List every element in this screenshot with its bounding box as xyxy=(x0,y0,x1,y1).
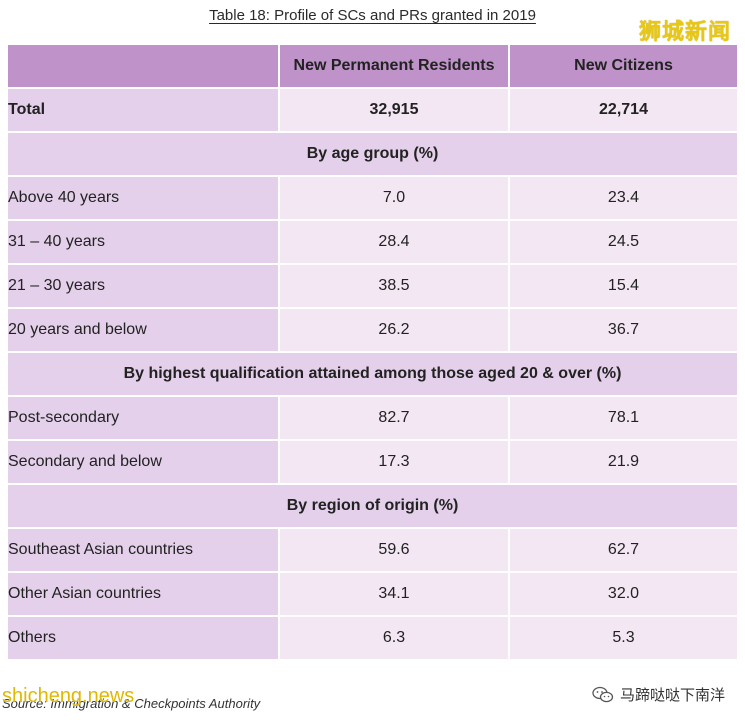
row-label: 21 – 30 years xyxy=(8,265,278,307)
pr-value: 28.4 xyxy=(280,221,508,263)
pr-value: 6.3 xyxy=(280,617,508,659)
watermark-bottom-left: shicheng.news xyxy=(2,685,135,707)
table-caption: Table 18: Profile of SCs and PRs granted… xyxy=(209,7,536,24)
pr-value: 38.5 xyxy=(280,265,508,307)
sc-value: 23.4 xyxy=(510,177,737,219)
pr-value: 17.3 xyxy=(280,441,508,483)
row-label: Secondary and below xyxy=(8,441,278,483)
watermark-account-name: 马蹄哒哒下南洋 xyxy=(619,686,725,704)
section-heading-qualification: By highest qualification attained among … xyxy=(8,353,737,395)
watermark-top-right: 狮城新闻 xyxy=(638,20,731,45)
profile-table: New Permanent Residents New Citizens Tot… xyxy=(6,43,739,661)
header-empty-cell xyxy=(8,45,278,87)
header-new-pr: New Permanent Residents xyxy=(280,45,508,87)
header-row: New Permanent Residents New Citizens xyxy=(8,45,737,87)
row-label: Above 40 years xyxy=(8,177,278,219)
sc-value: 78.1 xyxy=(510,397,737,439)
row-label: 20 years and below xyxy=(8,309,278,351)
row-label: Southeast Asian countries xyxy=(8,529,278,571)
section-row-region: By region of origin (%) xyxy=(8,485,737,527)
total-label: Total xyxy=(8,89,278,131)
sc-value: 15.4 xyxy=(510,265,737,307)
pr-value: 26.2 xyxy=(280,309,508,351)
row-label: Post-secondary xyxy=(8,397,278,439)
watermark-bottom-right: 马蹄哒哒下南洋 xyxy=(592,684,725,705)
total-row: Total 32,915 22,714 xyxy=(8,89,737,131)
sc-value: 5.3 xyxy=(510,617,737,659)
section-row-qualification: By highest qualification attained among … xyxy=(8,353,737,395)
table-row: Other Asian countries 34.1 32.0 xyxy=(8,573,737,615)
header-new-citizens: New Citizens xyxy=(510,45,737,87)
total-sc-value: 22,714 xyxy=(510,89,737,131)
row-label: 31 – 40 years xyxy=(8,221,278,263)
section-heading-region: By region of origin (%) xyxy=(8,485,737,527)
section-row-age: By age group (%) xyxy=(8,133,737,175)
table-row: 21 – 30 years 38.5 15.4 xyxy=(8,265,737,307)
total-pr-value: 32,915 xyxy=(280,89,508,131)
table-row: Secondary and below 17.3 21.9 xyxy=(8,441,737,483)
sc-value: 36.7 xyxy=(510,309,737,351)
pr-value: 34.1 xyxy=(280,573,508,615)
sc-value: 32.0 xyxy=(510,573,737,615)
row-label: Others xyxy=(8,617,278,659)
table-row: Above 40 years 7.0 23.4 xyxy=(8,177,737,219)
source-note: Source: Immigration & Checkpoints Author… xyxy=(2,696,261,711)
pr-value: 82.7 xyxy=(280,397,508,439)
table-row: Post-secondary 82.7 78.1 xyxy=(8,397,737,439)
wechat-icon xyxy=(592,686,614,702)
sc-value: 21.9 xyxy=(510,441,737,483)
pr-value: 7.0 xyxy=(280,177,508,219)
pr-value: 59.6 xyxy=(280,529,508,571)
table-row: Others 6.3 5.3 xyxy=(8,617,737,659)
sc-value: 24.5 xyxy=(510,221,737,263)
section-heading-age: By age group (%) xyxy=(8,133,737,175)
table-row: 31 – 40 years 28.4 24.5 xyxy=(8,221,737,263)
table-row: Southeast Asian countries 59.6 62.7 xyxy=(8,529,737,571)
row-label: Other Asian countries xyxy=(8,573,278,615)
sc-value: 62.7 xyxy=(510,529,737,571)
table-row: 20 years and below 26.2 36.7 xyxy=(8,309,737,351)
